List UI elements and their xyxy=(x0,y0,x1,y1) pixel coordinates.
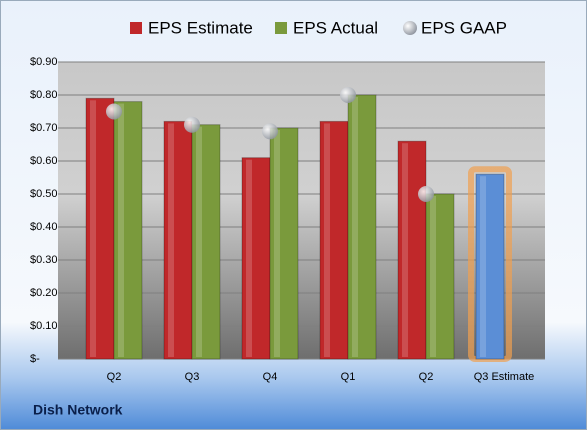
bar-shine xyxy=(352,97,358,357)
bar xyxy=(269,127,299,360)
bar-shine xyxy=(324,123,330,358)
bar xyxy=(347,94,377,360)
gaap-marker xyxy=(418,186,434,202)
bar-shine xyxy=(402,143,408,357)
bar-shine xyxy=(90,100,96,358)
y-tick-label: $0.20 xyxy=(30,287,58,299)
legend-marker xyxy=(130,22,142,34)
bar xyxy=(425,193,455,360)
y-tick-label: $0.30 xyxy=(30,254,58,266)
legend-marker xyxy=(275,22,287,34)
y-tick-label: $0.70 xyxy=(30,122,58,134)
footer: Dish Network xyxy=(33,402,123,418)
bar-shine xyxy=(118,103,124,357)
y-tick-label: $0.60 xyxy=(30,155,58,167)
x-tick-label: Q4 xyxy=(263,371,278,383)
gaap-marker xyxy=(184,116,200,133)
bar xyxy=(475,173,505,360)
y-tick-label: $0.80 xyxy=(30,89,58,101)
bar-shine xyxy=(430,196,436,357)
x-tick-label: Q3 Estimate xyxy=(474,371,535,383)
bar xyxy=(163,120,193,360)
legend-label: EPS Actual xyxy=(293,18,378,37)
y-tick-label: $0.50 xyxy=(30,188,58,200)
bar xyxy=(85,97,115,360)
bar xyxy=(397,140,427,360)
bar-shine xyxy=(480,176,486,357)
gaap-marker xyxy=(340,87,356,103)
legend-label: EPS GAAP xyxy=(421,18,507,37)
bar xyxy=(113,101,143,360)
legend-label: EPS Estimate xyxy=(148,18,253,37)
bar-shine xyxy=(168,123,174,358)
legend-marker xyxy=(403,21,417,35)
x-tick-label: Q1 xyxy=(341,371,356,383)
y-tick-label: $0.90 xyxy=(30,56,58,68)
bar xyxy=(241,157,271,360)
x-tick-label: Q3 xyxy=(185,371,200,383)
x-tick-label: Q2 xyxy=(107,371,122,383)
gaap-marker xyxy=(262,123,278,140)
y-tick-label: $0.10 xyxy=(30,320,58,332)
bar-shine xyxy=(274,130,280,357)
y-tick-label: $0.40 xyxy=(30,221,58,233)
x-tick-label: Q2 xyxy=(419,371,434,383)
bar xyxy=(191,124,221,360)
y-tick-label: $- xyxy=(30,353,40,365)
gaap-marker xyxy=(106,103,122,120)
bar-shine xyxy=(196,126,202,357)
bar-shine xyxy=(246,159,252,357)
